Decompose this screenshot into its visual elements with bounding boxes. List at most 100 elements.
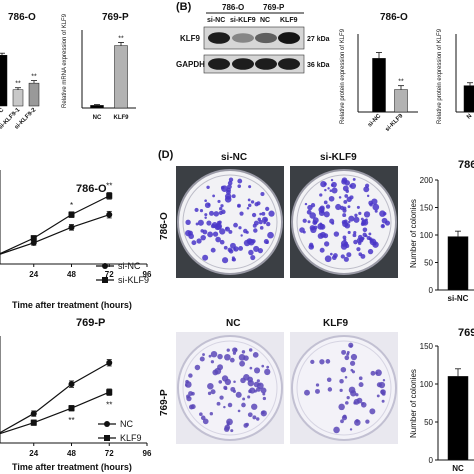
colonies-769p-ylabel: Number of colonies [409,369,418,438]
colony [356,205,360,209]
colony [339,388,343,393]
plate-rim [182,340,278,436]
category-label: NC [452,464,464,473]
bar [394,89,408,113]
bar [28,82,40,107]
blot-band [232,33,254,43]
x-tick-label: 96 [143,270,152,279]
colonies-786o-bar-chart: 0 50 100 150 200 si-NC [420,176,474,303]
colony [212,194,216,198]
colony [256,379,260,383]
colony [304,389,310,396]
data-point [30,410,37,417]
colony [219,239,225,245]
data-point [30,419,37,426]
colony [233,222,238,228]
colony [267,231,274,239]
colony [347,220,351,224]
colony [199,412,203,417]
colony [353,401,357,405]
significance-label: ** [68,416,74,425]
colony [365,419,370,424]
colony [368,232,372,236]
panel-d-label: (D) [158,149,174,161]
colony [251,212,257,218]
data-point [68,211,75,218]
blot-lane-si-nc: si-NC [207,17,225,24]
colony [265,240,269,245]
growth-769p-title: 769-P [76,317,105,329]
colony [226,348,230,352]
colony [224,386,228,391]
colony [323,233,329,239]
colony [378,381,386,389]
significance-label: ** [106,400,112,409]
colony [237,409,241,413]
colony [348,215,355,222]
colony [327,387,333,392]
y-tick-label: 0 [429,286,434,295]
colony [383,212,387,216]
colony [228,229,233,234]
blot-lane-klf9: KLF9 [280,17,298,24]
colony [253,367,261,374]
category-label: si-NC [448,294,469,303]
x-tick-label: 96 [143,449,152,458]
colony [344,376,348,379]
blot-band [255,58,277,70]
blot-group-769p: 769-P [263,3,285,12]
series-line [0,391,110,435]
plate-col-klf9: KLF9 [323,318,348,329]
colony [352,233,357,238]
colonies-769p-bar-chart: 0 50 100 150 NC [420,342,474,473]
colony [333,253,338,258]
protein-786o-bar-chart: si-NC ** si-KLF9 [357,34,418,133]
colony [346,350,350,354]
colony [238,246,244,251]
colony [302,218,307,223]
colony [210,389,216,395]
colony [346,252,352,258]
colony [346,196,352,203]
y-tick-label: 50 [424,259,433,268]
colony [191,240,197,246]
colony [340,419,344,424]
colony [331,187,338,194]
colony [227,402,233,408]
colony [206,220,212,226]
culture-plate [291,335,397,441]
colony [188,391,194,396]
colony [238,226,242,230]
colony [206,185,210,190]
colony [261,364,265,368]
colony [363,211,371,218]
colony [331,181,337,188]
colony [233,380,236,383]
colony [360,402,367,408]
colony [199,356,205,362]
significance-label: ** [118,35,124,42]
colony [189,404,194,410]
colony [230,429,234,433]
colony [202,254,209,261]
colony [323,211,330,218]
colony [196,238,202,244]
colony [324,188,327,192]
colony [343,256,349,262]
colony [250,200,255,204]
y-tick-label: 50 [424,418,433,427]
colony [204,199,207,203]
colony [364,234,368,238]
colony [217,353,223,360]
data-point [106,389,113,396]
colony [344,194,349,198]
data-point [68,381,75,388]
colony [243,239,251,247]
x-tick-label: 48 [67,270,76,279]
colony [368,200,373,206]
series-line [0,195,110,255]
colony [253,389,257,393]
protein-769p-ylabel: Relative protein expression of KLF9 [437,28,443,124]
